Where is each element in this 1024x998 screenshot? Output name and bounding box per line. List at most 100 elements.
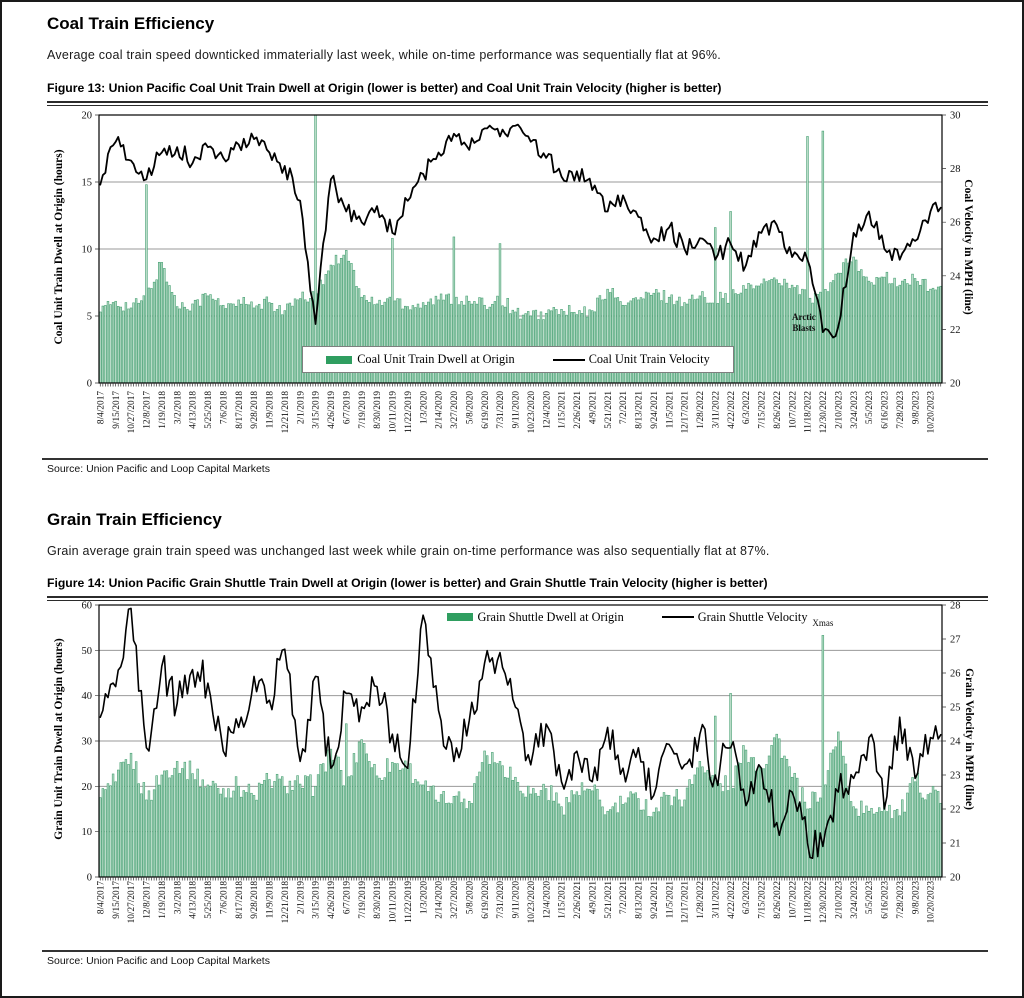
coal-caption-rule [47, 101, 988, 106]
grain-legend: Grain Shuttle Dwell at Origin Grain Shut… [442, 606, 812, 628]
svg-text:9/11/2020: 9/11/2020 [512, 881, 522, 919]
svg-text:12/17/2021: 12/17/2021 [681, 881, 691, 924]
grain-legend-item-velocity: Grain Shuttle Velocity [661, 610, 807, 625]
svg-text:40: 40 [82, 691, 93, 702]
grain-source: Source: Union Pacific and Loop Capital M… [47, 955, 270, 967]
svg-text:0: 0 [87, 873, 92, 884]
svg-text:60: 60 [82, 601, 93, 612]
svg-text:5/25/2018: 5/25/2018 [204, 391, 214, 429]
grain-right-axis-title: Grain Velocity in MPH (line) [963, 668, 975, 810]
svg-text:12/30/2022: 12/30/2022 [819, 391, 829, 434]
svg-text:11/9/2018: 11/9/2018 [266, 391, 276, 429]
svg-text:30: 30 [82, 737, 93, 748]
svg-text:12/30/2022: 12/30/2022 [819, 881, 829, 924]
svg-text:7/19/2019: 7/19/2019 [358, 881, 368, 919]
svg-text:5/25/2018: 5/25/2018 [204, 881, 214, 919]
svg-text:9/15/2017: 9/15/2017 [112, 881, 122, 919]
svg-text:6/16/2023: 6/16/2023 [881, 881, 891, 919]
coal-legend-velocity-label: Coal Unit Train Velocity [588, 352, 710, 366]
coal-section-subtitle: Average coal train speed downticked imma… [47, 48, 721, 62]
x-tick-labels: 8/4/2017 9/15/2017 10/27/2017 12/8/2017 1/19… [96, 391, 936, 434]
svg-text:23: 23 [950, 771, 961, 782]
svg-text:1/28/2022: 1/28/2022 [696, 881, 706, 919]
svg-text:4/9/2021: 4/9/2021 [588, 881, 598, 914]
left-axis-tick-labels: 0 10 20 30 40 50 60 [82, 601, 93, 884]
svg-text:12/8/2017: 12/8/2017 [143, 391, 153, 429]
svg-text:8/17/2018: 8/17/2018 [235, 391, 245, 429]
svg-text:9/24/2021: 9/24/2021 [650, 881, 660, 919]
velocity-line-swatch-icon [552, 358, 585, 361]
coal-figure-caption: Figure 13: Union Pacific Coal Unit Train… [47, 81, 722, 95]
coal-chart: 0 5 10 15 20 20 22 24 26 28 30 8/4/2017 9/15/2017 10/… [2, 108, 1022, 464]
svg-text:7/28/2023: 7/28/2023 [896, 881, 906, 919]
right-axis-tick-labels: 20 21 22 23 24 25 26 27 28 [950, 601, 961, 884]
velocity-line [99, 607, 942, 860]
svg-text:2/10/2023: 2/10/2023 [834, 391, 844, 429]
svg-text:24: 24 [950, 737, 961, 748]
svg-text:7/6/2018: 7/6/2018 [219, 391, 229, 424]
svg-text:12/21/2018: 12/21/2018 [281, 881, 291, 924]
coal-legend: Coal Unit Train Dwell at Origin Coal Uni… [302, 346, 734, 373]
svg-text:10/20/2023: 10/20/2023 [927, 391, 937, 434]
svg-text:11/18/2022: 11/18/2022 [804, 391, 814, 433]
svg-text:7/28/2023: 7/28/2023 [896, 391, 906, 429]
svg-text:8/30/2019: 8/30/2019 [373, 391, 383, 429]
coal-right-axis-title: Coal Velocity in MPH (line) [962, 179, 974, 315]
coal-legend-item-dwell: Coal Unit Train Dwell at Origin [326, 352, 515, 367]
svg-text:4/13/2018: 4/13/2018 [189, 881, 199, 919]
svg-text:21: 21 [950, 839, 961, 850]
svg-text:50: 50 [82, 646, 93, 657]
grain-source-divider [42, 950, 988, 952]
svg-text:6/19/2020: 6/19/2020 [481, 391, 491, 429]
svg-text:2/1/2019: 2/1/2019 [296, 391, 306, 424]
svg-text:10/7/2022: 10/7/2022 [788, 881, 798, 919]
svg-text:1/3/2020: 1/3/2020 [419, 881, 429, 914]
svg-text:11/5/2021: 11/5/2021 [665, 881, 675, 919]
svg-text:8/17/2018: 8/17/2018 [235, 881, 245, 919]
svg-text:7/19/2019: 7/19/2019 [358, 391, 368, 429]
svg-text:8/30/2019: 8/30/2019 [373, 881, 383, 919]
svg-text:15: 15 [82, 178, 93, 189]
svg-text:8/26/2022: 8/26/2022 [773, 391, 783, 429]
svg-text:20: 20 [82, 782, 93, 793]
svg-text:Xmas: Xmas [812, 618, 833, 628]
svg-text:11/22/2019: 11/22/2019 [404, 881, 414, 923]
coal-legend-item-velocity: Coal Unit Train Velocity [552, 352, 710, 367]
svg-text:22: 22 [950, 325, 961, 336]
svg-text:11/9/2018: 11/9/2018 [266, 881, 276, 919]
svg-text:9/28/2018: 9/28/2018 [250, 391, 260, 429]
svg-text:11/5/2021: 11/5/2021 [665, 391, 675, 429]
grain-figure-caption: Figure 14: Union Pacific Grain Shuttle T… [47, 576, 768, 590]
svg-text:12/4/2020: 12/4/2020 [542, 881, 552, 919]
svg-text:3/11/2022: 3/11/2022 [711, 391, 721, 429]
svg-text:25: 25 [950, 703, 961, 714]
svg-text:9/28/2018: 9/28/2018 [250, 881, 260, 919]
svg-text:2/1/2019: 2/1/2019 [296, 881, 306, 914]
svg-text:4/9/2021: 4/9/2021 [588, 391, 598, 424]
svg-text:6/19/2020: 6/19/2020 [481, 881, 491, 919]
left-axis-tick-labels: 0 5 10 15 20 [82, 111, 93, 390]
svg-text:8/4/2017: 8/4/2017 [96, 391, 106, 424]
svg-text:28: 28 [950, 164, 961, 175]
svg-text:10/23/2020: 10/23/2020 [527, 391, 537, 434]
x-tick-labels: 8/4/2017 9/15/2017 10/27/2017 12/8/2017 1/19… [96, 881, 936, 924]
svg-text:22: 22 [950, 805, 961, 816]
svg-text:6/7/2019: 6/7/2019 [342, 391, 352, 424]
svg-text:6/3/2022: 6/3/2022 [742, 881, 752, 914]
dwell-bars [99, 635, 942, 878]
svg-text:7/31/2020: 7/31/2020 [496, 391, 506, 429]
svg-text:2/26/2021: 2/26/2021 [573, 391, 583, 429]
svg-text:7/2/2021: 7/2/2021 [619, 391, 629, 424]
grain-caption-rule [47, 596, 988, 601]
svg-text:2/26/2021: 2/26/2021 [573, 881, 583, 919]
svg-text:3/27/2020: 3/27/2020 [450, 391, 460, 429]
svg-text:1/19/2018: 1/19/2018 [158, 881, 168, 919]
svg-text:20: 20 [950, 873, 961, 884]
svg-text:26: 26 [950, 218, 961, 229]
svg-text:3/27/2020: 3/27/2020 [450, 881, 460, 919]
svg-text:0: 0 [87, 379, 92, 390]
grain-legend-item-dwell: Grain Shuttle Dwell at Origin [446, 610, 624, 625]
svg-text:7/15/2022: 7/15/2022 [758, 391, 768, 429]
svg-text:8/13/2021: 8/13/2021 [635, 881, 645, 919]
